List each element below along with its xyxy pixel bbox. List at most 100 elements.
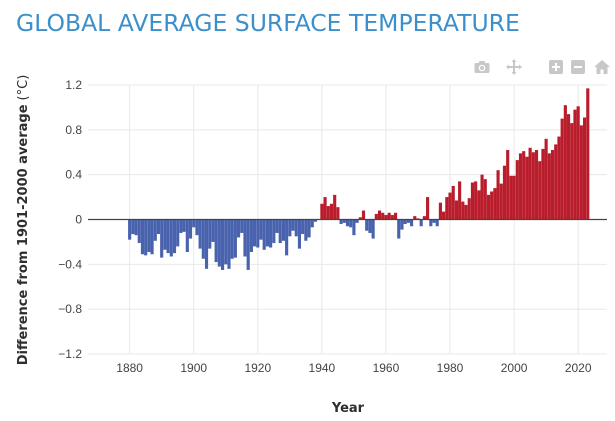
bar[interactable] — [547, 153, 551, 220]
bar[interactable] — [160, 219, 164, 258]
bar[interactable] — [390, 215, 394, 220]
bar[interactable] — [339, 219, 343, 224]
bar[interactable] — [361, 210, 366, 220]
bar[interactable] — [224, 219, 228, 265]
bar[interactable] — [480, 174, 484, 220]
bar[interactable] — [137, 219, 141, 244]
bar[interactable] — [326, 206, 330, 220]
bar[interactable] — [528, 147, 532, 220]
bar[interactable] — [185, 219, 189, 253]
bar[interactable] — [445, 197, 449, 220]
bar[interactable] — [333, 194, 337, 220]
bar[interactable] — [172, 219, 177, 254]
bar[interactable] — [358, 217, 362, 220]
bar[interactable] — [377, 210, 382, 220]
bar[interactable] — [336, 207, 340, 220]
bar[interactable] — [483, 179, 487, 220]
bar[interactable] — [144, 219, 148, 256]
bar[interactable] — [387, 212, 391, 220]
bar[interactable] — [198, 219, 202, 249]
bar[interactable] — [320, 203, 324, 220]
bar[interactable] — [304, 219, 308, 241]
bar[interactable] — [442, 211, 446, 220]
bar[interactable] — [454, 200, 458, 220]
bar[interactable] — [269, 219, 273, 248]
bar[interactable] — [352, 219, 356, 236]
bar[interactable] — [554, 144, 558, 220]
bar[interactable] — [464, 204, 468, 220]
bar[interactable] — [230, 219, 234, 259]
bar[interactable] — [166, 219, 170, 254]
bar[interactable] — [438, 202, 442, 220]
bar[interactable] — [374, 213, 378, 220]
bar[interactable] — [448, 192, 452, 220]
bar[interactable] — [342, 219, 346, 223]
bar[interactable] — [192, 219, 196, 228]
bar[interactable] — [560, 118, 564, 220]
bar[interactable] — [349, 219, 353, 228]
bar[interactable] — [400, 219, 404, 230]
zoom-in-icon[interactable] — [547, 58, 565, 76]
bar[interactable] — [259, 219, 263, 240]
bar[interactable] — [278, 219, 282, 244]
bar[interactable] — [214, 219, 218, 263]
bar[interactable] — [515, 160, 519, 220]
bar[interactable] — [169, 219, 173, 257]
bar[interactable] — [550, 150, 555, 220]
bar[interactable] — [486, 194, 491, 220]
pan-icon[interactable] — [505, 58, 523, 76]
bar[interactable] — [265, 219, 269, 247]
bar[interactable] — [458, 181, 462, 220]
bar[interactable] — [208, 219, 212, 249]
bar[interactable] — [272, 219, 276, 244]
bar[interactable] — [240, 219, 244, 233]
bar[interactable] — [570, 123, 574, 220]
bar[interactable] — [557, 136, 561, 220]
bar[interactable] — [237, 219, 241, 238]
bar[interactable] — [583, 117, 587, 220]
bar[interactable] — [156, 219, 161, 235]
bar[interactable] — [233, 219, 237, 258]
bar[interactable] — [217, 219, 221, 267]
bar[interactable] — [541, 148, 545, 220]
bar[interactable] — [381, 212, 385, 220]
bar[interactable] — [188, 219, 193, 239]
bar[interactable] — [470, 182, 475, 220]
bar[interactable] — [534, 150, 539, 220]
bar[interactable] — [422, 216, 426, 220]
bar[interactable] — [368, 219, 372, 233]
bar[interactable] — [512, 175, 516, 220]
bar[interactable] — [285, 219, 289, 256]
bar[interactable] — [538, 161, 542, 220]
bar[interactable] — [502, 165, 507, 220]
bar[interactable] — [544, 138, 548, 220]
bar[interactable] — [371, 219, 375, 239]
bar[interactable] — [496, 170, 500, 220]
bar[interactable] — [467, 198, 471, 220]
bar[interactable] — [297, 219, 302, 249]
bar[interactable] — [140, 219, 145, 255]
bar[interactable] — [201, 219, 205, 259]
bar[interactable] — [509, 175, 513, 220]
bar[interactable] — [163, 219, 167, 250]
bar[interactable] — [134, 219, 138, 236]
bar[interactable] — [313, 219, 318, 222]
home-icon[interactable] — [593, 58, 611, 76]
bar[interactable] — [413, 216, 417, 220]
bar[interactable] — [397, 219, 401, 239]
bar[interactable] — [147, 219, 151, 253]
bar[interactable] — [262, 219, 266, 250]
bar[interactable] — [220, 219, 225, 270]
bar[interactable] — [426, 197, 430, 220]
bar[interactable] — [253, 219, 257, 247]
bar[interactable] — [281, 219, 285, 241]
bar[interactable] — [275, 219, 279, 233]
bar[interactable] — [435, 219, 439, 227]
bar[interactable] — [563, 105, 567, 220]
bar[interactable] — [249, 219, 253, 253]
bar[interactable] — [204, 219, 209, 269]
bar[interactable] — [355, 219, 359, 223]
bar[interactable] — [493, 188, 497, 220]
camera-icon[interactable] — [473, 58, 491, 76]
bar[interactable] — [525, 156, 529, 220]
